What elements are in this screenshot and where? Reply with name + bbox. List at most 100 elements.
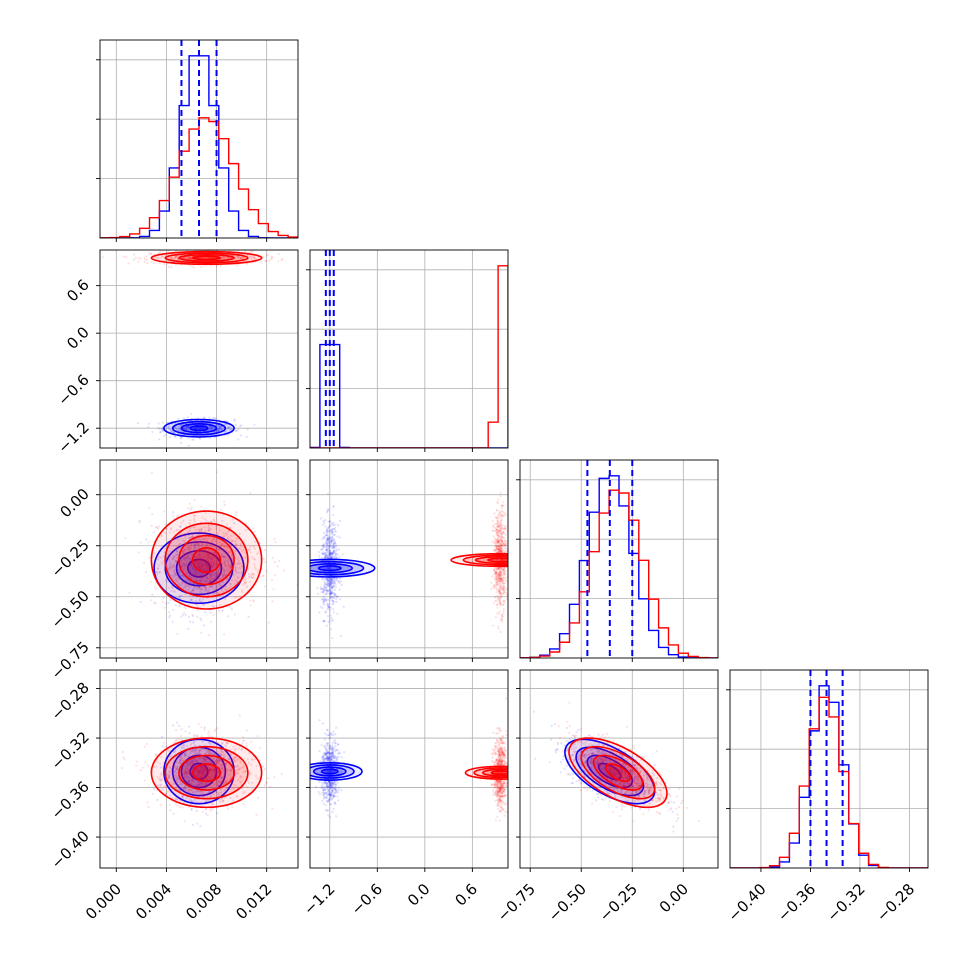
scatter-point (180, 424, 183, 427)
scatter-point (204, 812, 208, 815)
scatter-point (226, 742, 229, 745)
scatter-point (210, 581, 213, 584)
scatter-point (176, 514, 179, 517)
scatter-point (178, 571, 181, 574)
scatter-point (250, 576, 253, 579)
scatter-point (235, 772, 238, 775)
contour-line (310, 560, 365, 576)
scatter-point (188, 779, 191, 782)
scatter-point (209, 426, 212, 430)
scatter-point (327, 552, 330, 555)
scatter-point (223, 585, 226, 588)
scatter-point (226, 537, 229, 540)
scatter-point (197, 566, 200, 570)
scatter-point (191, 532, 194, 535)
scatter-point (200, 769, 203, 772)
scatter-point (322, 589, 325, 592)
scatter-point (182, 552, 185, 555)
scatter-point (338, 536, 342, 539)
scatter-point (176, 550, 179, 553)
scatter-point (493, 585, 496, 588)
scatter-point (217, 761, 220, 764)
scatter-point (187, 780, 190, 784)
scatter-point (206, 539, 209, 542)
scatter-point (145, 255, 148, 258)
scatter-point (212, 586, 215, 589)
scatter-point (169, 749, 172, 753)
scatter-point (238, 595, 241, 599)
scatter-point (502, 607, 505, 610)
scatter-point (495, 517, 498, 520)
scatter-point (176, 580, 179, 583)
scatter-point (329, 536, 332, 540)
scatter-point (323, 552, 326, 556)
scatter-point (198, 544, 201, 547)
scatter-point (495, 534, 498, 537)
scatter-point (499, 619, 503, 622)
scatter-point (324, 551, 327, 554)
scatter-point (492, 584, 495, 587)
scatter-point (325, 537, 329, 540)
scatter-point (328, 592, 331, 595)
scatter-point (198, 587, 201, 591)
scatter-point (180, 783, 183, 786)
scatter-point (193, 570, 196, 573)
scatter-point (334, 530, 337, 534)
scatter-point (334, 553, 337, 557)
scatter-point (202, 598, 205, 601)
scatter-point (216, 782, 219, 785)
scatter-point (322, 591, 325, 594)
scatter-point (173, 590, 176, 594)
scatter-point (193, 519, 196, 522)
scatter-point (194, 560, 198, 563)
scatter-point (179, 780, 182, 783)
scatter-point (213, 772, 216, 775)
scatter-point (218, 798, 221, 801)
scatter-point (183, 754, 186, 757)
scatter-point (227, 256, 230, 260)
scatter-point (331, 587, 334, 590)
scatter-point (328, 546, 331, 549)
scatter-point (332, 602, 335, 605)
scatter-point (233, 613, 236, 616)
scatter-point (184, 754, 187, 758)
scatter-point (326, 566, 329, 569)
scatter-point (271, 600, 274, 603)
scatter-point (219, 425, 222, 428)
scatter-point (211, 537, 215, 541)
scatter-point (196, 554, 199, 557)
scatter-point (213, 589, 216, 592)
panel-frame (309, 249, 509, 449)
scatter-point (497, 520, 500, 524)
scatter-point (173, 554, 176, 558)
scatter-point (186, 426, 189, 429)
scatter-point (196, 566, 200, 569)
scatter-point (223, 563, 226, 566)
scatter-point (208, 529, 211, 532)
scatter-point (197, 542, 200, 546)
scatter-point (494, 575, 497, 578)
scatter-point (323, 553, 326, 556)
scatter-point (215, 524, 218, 528)
scatter-point (325, 598, 328, 601)
scatter-point (501, 569, 504, 573)
scatter-point (188, 570, 191, 573)
scatter-point (334, 580, 337, 583)
scatter-point (326, 604, 329, 607)
scatter-point (201, 561, 204, 564)
scatter-point (169, 809, 172, 812)
scatter-point (329, 592, 332, 596)
scatter-point (234, 544, 237, 548)
scatter-point (499, 538, 502, 541)
scatter-point (192, 589, 195, 592)
scatter-point (232, 799, 235, 802)
scatter-point (183, 558, 186, 562)
scatter-point (178, 605, 181, 608)
scatter-point (328, 544, 331, 548)
scatter-point (496, 520, 499, 523)
scatter-point (200, 544, 203, 547)
scatter-point (209, 558, 212, 561)
scatter-point (158, 428, 161, 431)
scatter-point (204, 783, 207, 786)
scatter-point (504, 545, 507, 548)
